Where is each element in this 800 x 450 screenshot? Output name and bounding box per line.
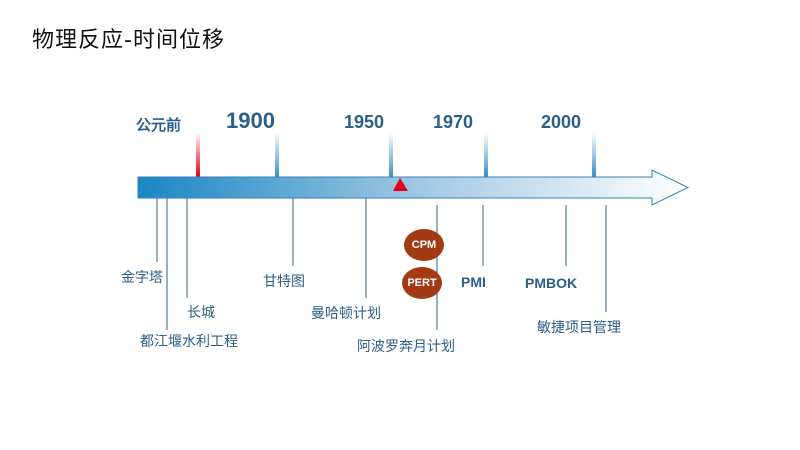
pmi-label: PMI bbox=[461, 274, 486, 290]
milestone-gantt: 甘特图 bbox=[263, 274, 305, 290]
milestone-pyramid: 金字塔 bbox=[121, 270, 163, 286]
cpm-badge: CPM bbox=[404, 229, 444, 261]
timeline-arrow bbox=[137, 169, 690, 206]
pert-badge: PERT bbox=[402, 267, 442, 299]
era-label-1950: 1950 bbox=[344, 112, 385, 132]
era-tick-1900 bbox=[275, 132, 279, 177]
pert-badge-label: PERT bbox=[407, 277, 437, 289]
era-tick-1950 bbox=[389, 132, 393, 177]
era-label-bc: 公元前 bbox=[136, 117, 182, 134]
pmbok-label: PMBOK bbox=[525, 275, 578, 291]
era-tick-bc bbox=[196, 132, 200, 177]
era-label-1900: 1900 bbox=[226, 108, 275, 133]
era-label-2000: 2000 bbox=[541, 112, 582, 132]
era-label-1970: 1970 bbox=[433, 112, 474, 132]
era-tick-1970 bbox=[484, 132, 488, 177]
milestone-apollo: 阿波罗奔月计划 bbox=[357, 339, 455, 355]
milestone-agile: 敏捷项目管理 bbox=[537, 320, 621, 336]
page-title: 物理反应-时间位移 bbox=[32, 28, 225, 53]
milestone-great-wall: 长城 bbox=[187, 305, 215, 321]
era-tick-2000 bbox=[592, 132, 596, 177]
current-marker bbox=[393, 178, 408, 191]
milestone-dujiangyan: 都江堰水利工程 bbox=[140, 334, 238, 350]
milestone-manhattan: 曼哈顿计划 bbox=[311, 306, 381, 322]
cpm-badge-label: CPM bbox=[411, 239, 437, 251]
